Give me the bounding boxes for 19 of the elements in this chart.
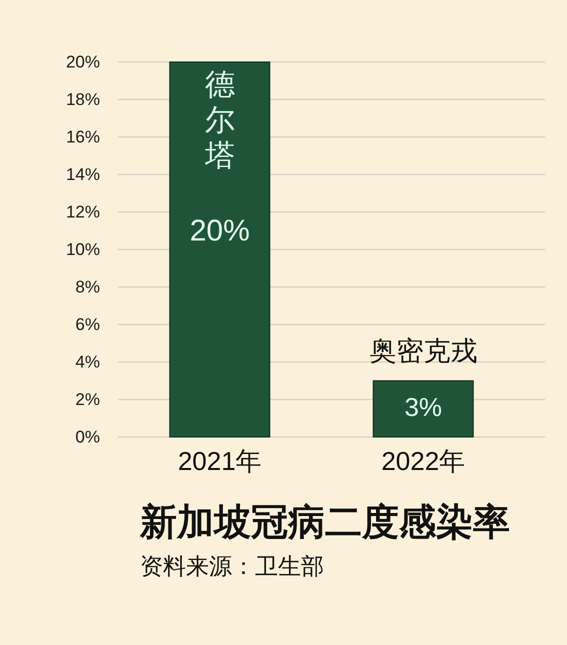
y-tick-label: 2% — [75, 390, 100, 409]
data-label: 3% — [404, 392, 442, 422]
text: 资料来源：卫生部 — [140, 553, 324, 579]
x-tick-label: 2021年 — [178, 446, 262, 476]
annotation: 德尔塔 — [204, 68, 235, 172]
x-tick-label: 2022年 — [381, 446, 466, 476]
data-label: 20% — [190, 214, 250, 248]
y-tick-label: 8% — [75, 278, 100, 296]
y-tick-label: 10% — [66, 240, 100, 259]
y-tick-label: 16% — [66, 128, 100, 146]
y-tick-label: 14% — [66, 165, 100, 184]
y-tick-label: 12% — [66, 202, 100, 222]
y-tick-label: 6% — [75, 315, 100, 334]
y-tick-label: 18% — [66, 90, 100, 109]
text: 新加坡冠病二度感染率 — [139, 502, 510, 542]
y-tick-label: 0% — [75, 428, 100, 446]
annotation: 奥密克戎 — [369, 336, 478, 366]
y-tick-label: 20% — [66, 52, 100, 72]
y-tick-label: 4% — [75, 352, 100, 372]
